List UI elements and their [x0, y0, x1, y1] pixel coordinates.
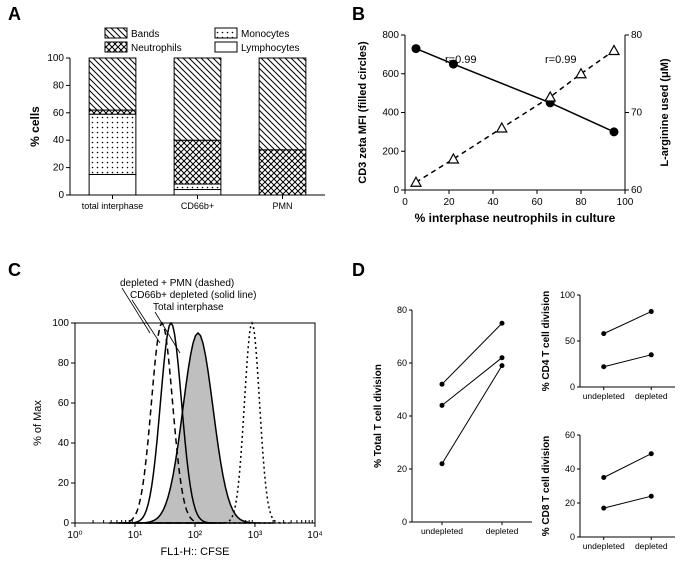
svg-text:200: 200: [382, 146, 399, 157]
svg-text:50: 50: [565, 336, 575, 346]
svg-text:depleted: depleted: [486, 526, 519, 536]
svg-text:80: 80: [53, 80, 65, 91]
svg-text:40: 40: [487, 197, 499, 208]
svg-text:r=0.99: r=0.99: [545, 54, 577, 66]
panel-d-chart-total: 0 20 40 60 80 % Total T cell division undeplet…: [370, 300, 540, 550]
svg-text:depleted: depleted: [635, 541, 668, 551]
svg-text:10³: 10³: [248, 530, 263, 541]
svg-text:10⁰: 10⁰: [67, 530, 82, 541]
svg-text:L-arginine used (μM): L-arginine used (μM): [659, 58, 671, 167]
svg-text:600: 600: [382, 69, 399, 80]
panel-c-label: C: [8, 260, 21, 281]
svg-text:r=0.99: r=0.99: [445, 54, 477, 66]
svg-text:20: 20: [397, 464, 407, 474]
panel-a-label: A: [8, 4, 21, 25]
svg-text:% CD4 T cell division: % CD4 T cell division: [541, 291, 552, 392]
svg-text:0: 0: [570, 382, 575, 392]
svg-text:20: 20: [53, 163, 65, 174]
svg-text:undepleted: undepleted: [583, 391, 625, 401]
svg-text:CD66b+ depleted (solid line): CD66b+ depleted (solid line): [130, 290, 256, 301]
svg-text:Bands: Bands: [131, 29, 159, 40]
svg-text:total interphase: total interphase: [82, 201, 144, 211]
svg-text:Neutrophils: Neutrophils: [131, 43, 182, 54]
svg-text:% of Max: % of Max: [32, 400, 44, 446]
svg-text:80: 80: [575, 197, 587, 208]
svg-text:Monocytes: Monocytes: [241, 29, 289, 40]
svg-text:60: 60: [531, 197, 543, 208]
svg-text:20: 20: [565, 498, 575, 508]
svg-text:800: 800: [382, 30, 399, 41]
svg-text:% cells: % cells: [28, 106, 42, 147]
svg-text:40: 40: [397, 411, 407, 421]
panel-b-chart: 0 20 40 60 80 100% interphase neutrophils in …: [350, 15, 680, 245]
svg-text:PMN: PMN: [273, 201, 293, 211]
svg-text:80: 80: [58, 358, 70, 369]
svg-text:FL1-H:: CFSE: FL1-H:: CFSE: [160, 546, 229, 558]
panel-d-label: D: [352, 260, 365, 281]
svg-text:0: 0: [570, 532, 575, 542]
svg-text:CD3 zeta MFI (filled circles): CD3 zeta MFI (filled circles): [357, 41, 369, 184]
svg-text:400: 400: [382, 108, 399, 119]
svg-text:100: 100: [52, 318, 69, 329]
panel-c-chart: 0 20 40 60 80 10010⁰ 10¹ 10² 10³ 10⁴FL1-H:: CFSE%…: [25, 278, 345, 568]
svg-text:60: 60: [631, 185, 643, 196]
svg-text:0: 0: [63, 518, 69, 529]
svg-text:Total interphase: Total interphase: [153, 302, 224, 313]
svg-text:0: 0: [402, 197, 408, 208]
svg-text:10²: 10²: [188, 530, 203, 541]
svg-text:20: 20: [58, 478, 70, 489]
svg-text:% interphase neutrophils in cu: % interphase neutrophils in culture: [415, 211, 616, 225]
svg-text:100: 100: [560, 290, 575, 300]
svg-text:undepleted: undepleted: [421, 526, 463, 536]
svg-text:0: 0: [58, 190, 64, 201]
svg-text:% Total T cell division: % Total T cell division: [373, 364, 384, 468]
svg-text:80: 80: [397, 305, 407, 315]
svg-text:100: 100: [617, 197, 634, 208]
svg-text:0: 0: [393, 185, 399, 196]
svg-text:70: 70: [631, 108, 643, 119]
svg-text:10⁴: 10⁴: [307, 530, 322, 541]
svg-text:80: 80: [631, 30, 643, 41]
svg-text:20: 20: [443, 197, 455, 208]
svg-text:CD66b+: CD66b+: [181, 201, 214, 211]
svg-text:40: 40: [58, 438, 70, 449]
svg-text:100: 100: [47, 53, 64, 64]
svg-text:40: 40: [565, 464, 575, 474]
panel-d-chart-cd4: 0 50 100 % CD4 T cell division undepleted dep…: [538, 285, 683, 415]
svg-text:% CD8 T cell division: % CD8 T cell division: [541, 436, 552, 537]
panel-a-chart: 0 20 40 60 80 100 % cells total interphase CD66b…: [25, 20, 335, 240]
svg-text:60: 60: [565, 430, 575, 440]
svg-text:depleted: depleted: [635, 391, 668, 401]
svg-text:undepleted: undepleted: [583, 541, 625, 551]
svg-text:60: 60: [58, 398, 70, 409]
svg-text:40: 40: [53, 135, 65, 146]
svg-text:0: 0: [402, 517, 407, 527]
svg-text:Lymphocytes: Lymphocytes: [241, 43, 300, 54]
svg-text:60: 60: [397, 358, 407, 368]
panel-d-chart-cd8: 0 20 40 60 % CD8 T cell division undepleted de…: [538, 425, 683, 565]
svg-text:10¹: 10¹: [128, 530, 143, 541]
svg-text:depleted + PMN (dashed): depleted + PMN (dashed): [120, 278, 234, 289]
svg-text:60: 60: [53, 108, 65, 119]
